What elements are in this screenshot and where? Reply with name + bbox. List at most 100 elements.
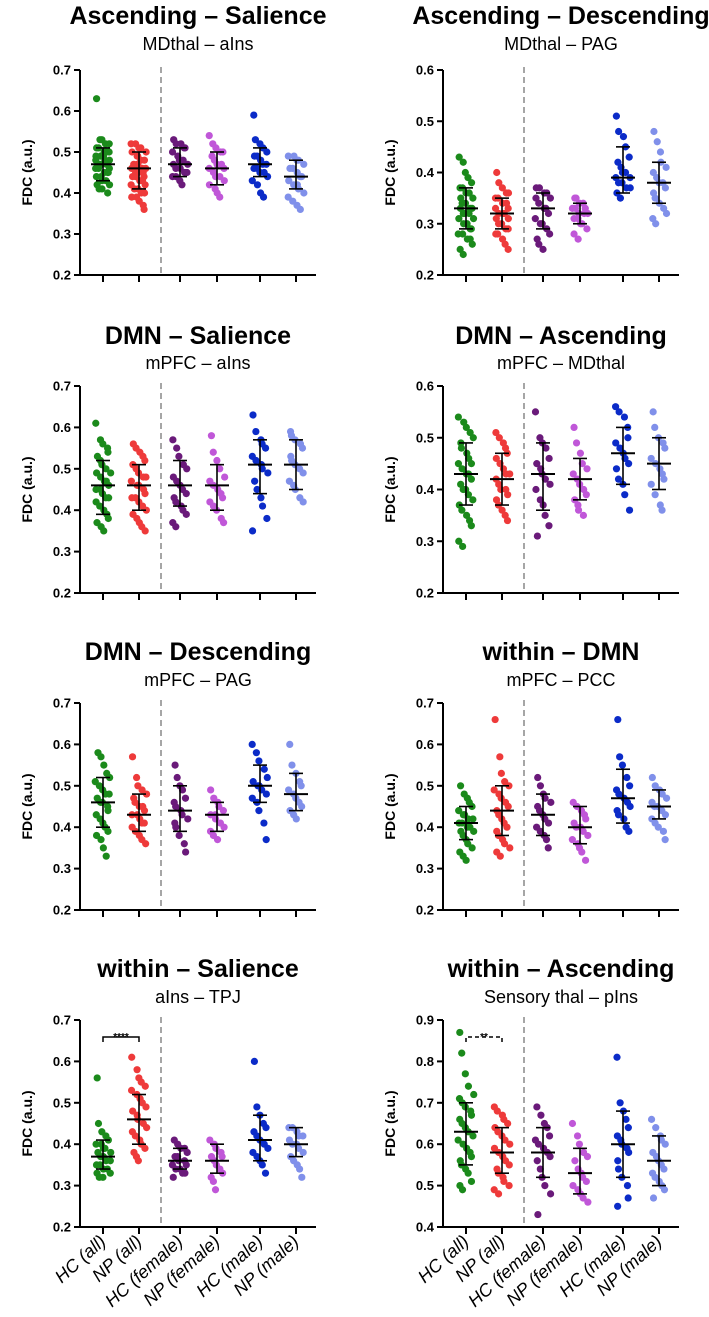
- data-point: [175, 831, 183, 840]
- data-point: [142, 148, 150, 156]
- series-hc-female: [531, 1103, 555, 1219]
- data-point: [107, 1148, 115, 1157]
- data-point: [107, 469, 115, 477]
- data-point: [141, 456, 149, 465]
- y-tick-label: 0.4: [416, 165, 435, 180]
- chart-title: within – DMN: [482, 638, 640, 666]
- series-np-all: [490, 1103, 514, 1198]
- chart-title: DMN – Ascending: [455, 322, 667, 350]
- data-point: [569, 470, 577, 478]
- data-point: [455, 215, 463, 223]
- series-np-all: [127, 1053, 151, 1165]
- data-point: [491, 204, 500, 212]
- data-point: [181, 1169, 189, 1177]
- data-point: [461, 1070, 469, 1078]
- data-point: [173, 773, 181, 782]
- data-point: [457, 444, 466, 452]
- data-point: [172, 498, 180, 506]
- y-tick-label: 0.4: [416, 482, 435, 497]
- series-hc-female: [168, 1136, 192, 1181]
- data-point: [182, 848, 190, 856]
- data-point: [494, 230, 502, 238]
- data-point: [216, 465, 224, 473]
- series-hc-female: [168, 436, 192, 531]
- data-point: [255, 757, 263, 765]
- data-point: [132, 773, 141, 782]
- data-point: [180, 840, 188, 848]
- data-point: [216, 193, 224, 201]
- data-point: [654, 823, 662, 831]
- data-point: [533, 532, 542, 540]
- series-np-male: [284, 427, 308, 506]
- chart-panel-5: DMN – Descending mPFC – PAG FDC (a.u.) 0.2 0…: [19, 638, 316, 918]
- chart-panel-6: within – DMN mPFC – PCC FDC (a.u.) 0.2 0.3 0.…: [382, 638, 679, 918]
- data-point: [546, 230, 554, 238]
- data-point: [504, 245, 512, 253]
- data-point: [262, 1124, 270, 1132]
- series-hc-female: [168, 136, 192, 189]
- data-point: [620, 815, 628, 823]
- data-point: [97, 753, 105, 761]
- data-point: [623, 773, 631, 782]
- data-point: [662, 163, 670, 171]
- data-point: [535, 199, 543, 207]
- data-point: [626, 184, 634, 192]
- y-tick-label: 0.2: [416, 903, 434, 918]
- data-point: [99, 440, 107, 448]
- data-point: [498, 184, 506, 192]
- data-point: [616, 194, 625, 202]
- chart-panel-4: DMN – Ascending mPFC – MDthal FDC (a.u.) 0.…: [382, 322, 679, 601]
- data-point: [612, 112, 620, 120]
- series-np-male: [647, 773, 671, 844]
- y-tick-label: 0.6: [416, 737, 434, 752]
- data-point: [624, 1124, 632, 1132]
- data-point: [93, 1074, 101, 1082]
- y-tick-label: 0.8: [416, 1054, 434, 1069]
- data-point: [253, 181, 262, 189]
- data-point: [175, 452, 183, 460]
- data-point: [104, 827, 112, 835]
- data-point: [470, 1090, 478, 1099]
- data-point: [656, 148, 665, 156]
- data-point: [582, 815, 590, 823]
- series-hc-all: [454, 1028, 478, 1194]
- data-point: [572, 439, 581, 447]
- data-point: [467, 1177, 476, 1186]
- data-point: [104, 514, 112, 523]
- data-point: [504, 1119, 512, 1128]
- data-point: [142, 790, 151, 798]
- data-point: [581, 856, 590, 864]
- series-hc-male: [611, 715, 635, 835]
- data-point: [459, 250, 467, 259]
- y-axis-label: FDC (a.u.): [382, 456, 398, 522]
- data-point: [504, 204, 512, 212]
- chart-subtitle: MDthal – PAG: [504, 34, 618, 54]
- y-tick-label: 0.3: [53, 227, 71, 242]
- data-point: [263, 173, 272, 181]
- significance-label: ****: [113, 1032, 129, 1043]
- data-point: [128, 753, 137, 761]
- data-point: [652, 1124, 660, 1132]
- y-tick-label: 0.7: [53, 696, 71, 711]
- data-point: [618, 761, 627, 769]
- data-point: [621, 491, 629, 499]
- data-point: [183, 1148, 191, 1157]
- data-point: [128, 1053, 136, 1061]
- data-point: [142, 506, 150, 514]
- data-point: [583, 1153, 592, 1161]
- data-point: [134, 1157, 142, 1165]
- data-point: [467, 475, 475, 483]
- data-point: [649, 168, 657, 177]
- data-point: [494, 1190, 503, 1198]
- data-point: [261, 1169, 270, 1177]
- data-point: [537, 1111, 545, 1119]
- series-hc-all: [454, 153, 478, 259]
- data-point: [613, 1053, 621, 1061]
- data-point: [250, 1057, 259, 1065]
- data-point: [465, 209, 473, 218]
- data-point: [467, 1153, 476, 1161]
- chart-panel-8: within – Ascending Sensory thal – pIns FDC…: [382, 955, 679, 1311]
- data-point: [614, 715, 622, 724]
- data-point: [506, 470, 514, 478]
- data-point: [140, 807, 149, 815]
